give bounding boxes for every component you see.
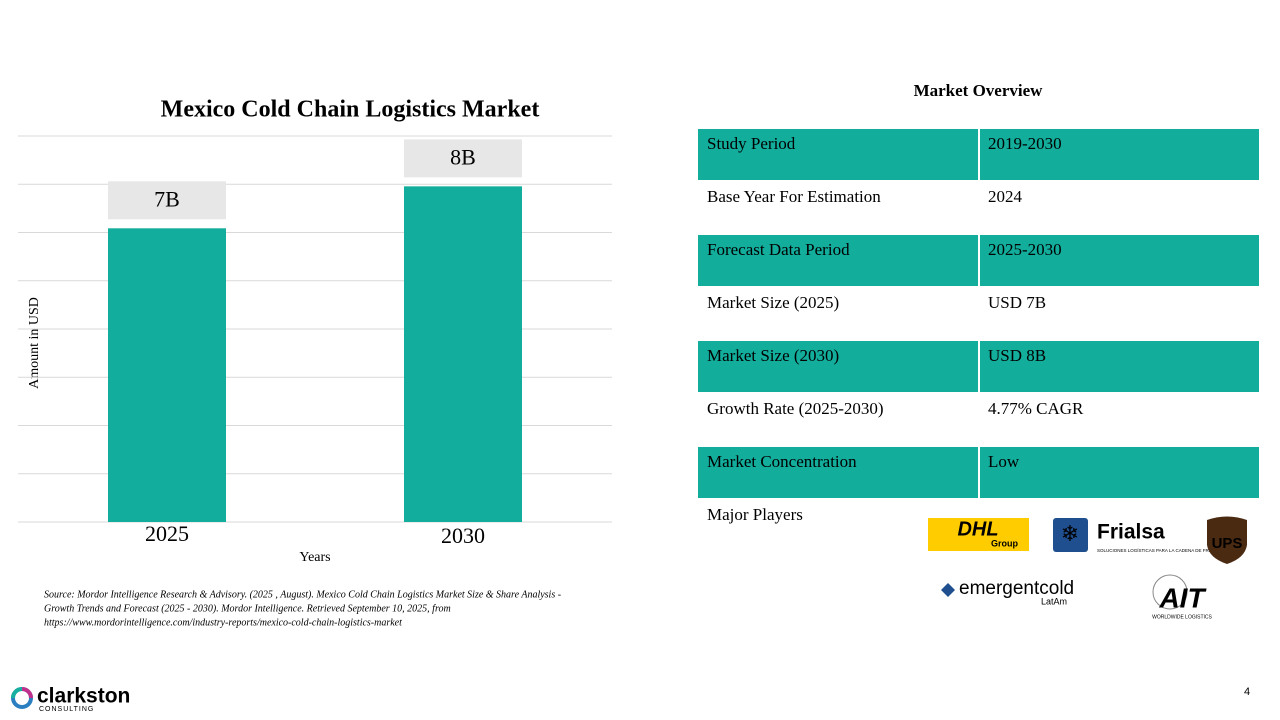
logo-sub: Group [991, 538, 1018, 548]
value-label: 8B [450, 144, 476, 169]
value-label-box [108, 181, 226, 220]
table-label: Study Period [707, 134, 796, 153]
table-cell-bg [698, 129, 978, 180]
table-value: 4.77% CAGR [988, 399, 1084, 418]
table-label: Market Concentration [707, 452, 857, 471]
table-title: Market Overview [914, 81, 1044, 100]
table-cell-bg [698, 447, 978, 498]
table-cell-bg [980, 447, 1259, 498]
source-line: Growth Trends and Forecast (2025 - 2030)… [44, 603, 451, 614]
table-value: 2024 [988, 187, 1023, 206]
footer-logo: clarkston CONSULTING [11, 685, 130, 713]
logo-globe [1152, 574, 1188, 610]
value-label-box [404, 139, 522, 178]
logo-ring-accent [11, 687, 23, 699]
logo-ups: UPS [1207, 516, 1247, 564]
table-label: Market Size (2025) [707, 293, 839, 312]
table-cell-bg [980, 129, 1259, 180]
logo-text: DHL [957, 518, 998, 540]
logo-bg [928, 518, 1029, 551]
table-label: Major Players [707, 505, 803, 524]
y-axis-label: Amount in USD [27, 297, 42, 389]
chart-title: Mexico Cold Chain Logistics Market [161, 97, 540, 123]
table-label: Growth Rate (2025-2030) [707, 399, 884, 418]
x-tick-label: 2030 [441, 523, 485, 548]
logo-shield [1207, 516, 1247, 564]
value-label: 7B [154, 186, 180, 211]
table-label: Forecast Data Period [707, 240, 850, 259]
page-number: 4 [1244, 686, 1250, 698]
logo-text: Frialsa [1097, 521, 1165, 544]
table-value: Low [988, 452, 1020, 471]
logo-mark [941, 583, 955, 597]
logo-frialsa: ❄ Frialsa SOLUCIONES LOGÍSTICAS PARA LA CA… [1053, 518, 1214, 553]
logo-text: AIT [1158, 582, 1207, 613]
table-label: Market Size (2030) [707, 346, 839, 365]
bar [108, 228, 226, 522]
logo-sub: LatAm [1041, 596, 1067, 606]
source-line: https://www.mordorintelligence.com/indus… [44, 617, 402, 628]
table-value: USD 7B [988, 293, 1046, 312]
logo-text: emergentcold [959, 578, 1074, 599]
brand-sub: CONSULTING [39, 706, 94, 713]
table-label: Base Year For Estimation [707, 187, 881, 206]
brand: clarkston [37, 685, 130, 708]
table-cell-bg [980, 235, 1259, 286]
table-value: USD 8B [988, 346, 1046, 365]
logo-ring-accent [21, 687, 33, 699]
source-line: Source: Mordor Intelligence Research & A… [44, 589, 561, 600]
bar [404, 186, 522, 522]
logo-icon [1053, 518, 1088, 552]
x-tick-label: 2025 [145, 521, 189, 546]
x-axis-label: Years [299, 550, 330, 565]
table-cell-bg [980, 341, 1259, 392]
logo-sub: WORLDWIDE LOGISTICS [1152, 614, 1212, 620]
logo-icon-glyph: ❄ [1061, 521, 1079, 546]
table-value: 2019-2030 [988, 134, 1062, 153]
logo-text: UPS [1212, 535, 1243, 552]
logo-sub: SOLUCIONES LOGÍSTICAS PARA LA CADENA DE … [1097, 547, 1214, 553]
table-value: 2025-2030 [988, 240, 1062, 259]
table-cell-bg [698, 341, 978, 392]
table-cell-bg [698, 235, 978, 286]
